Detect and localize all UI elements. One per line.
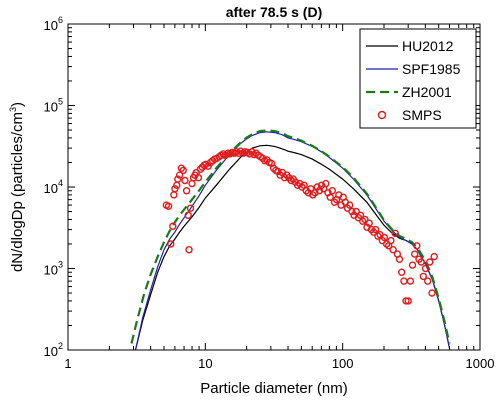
smps-point — [174, 175, 182, 183]
smps-point — [167, 240, 175, 248]
smps-point — [326, 193, 334, 201]
y-tick-exponent: 3 — [58, 260, 63, 270]
smps-point — [361, 215, 369, 224]
smps-point — [182, 186, 191, 195]
x-tick-label: 1000 — [466, 356, 495, 371]
smps-point — [417, 258, 425, 266]
smps-point — [186, 204, 195, 212]
smps-point — [184, 211, 192, 220]
smps-point — [398, 268, 406, 276]
smps-point — [348, 207, 356, 216]
smps-point — [408, 261, 417, 269]
smps-point — [181, 176, 189, 185]
smps-point — [372, 225, 380, 234]
smps-point — [424, 277, 432, 285]
y-axis-title-close: ) — [9, 102, 26, 107]
y-tick-exponent: 4 — [58, 178, 63, 188]
smps-point — [322, 179, 330, 188]
smps-point — [430, 252, 438, 261]
smps-point — [404, 297, 412, 305]
zh2001-line — [130, 129, 451, 344]
smps-point — [391, 229, 399, 238]
smps-point — [306, 185, 315, 193]
legend: HU2012 SPF1985 ZH2001 SMPS — [359, 28, 477, 129]
smps-point — [352, 207, 360, 216]
x-tick-label: 10 — [198, 356, 212, 371]
smps-point — [194, 173, 203, 182]
y-tick-label: 103 — [44, 260, 63, 278]
smps-point — [230, 149, 239, 157]
smps-point — [387, 236, 395, 245]
smps-point — [164, 202, 173, 211]
y-tick-base: 10 — [44, 100, 58, 115]
smps-point — [411, 250, 419, 258]
smps-point — [428, 289, 436, 297]
chart-title: after 78.5 s (D) — [226, 4, 322, 20]
y-tick-base: 10 — [44, 181, 58, 196]
smps-point — [234, 149, 243, 157]
smps-point — [179, 166, 187, 175]
y-tick-exponent: 5 — [58, 97, 63, 107]
smps-point — [421, 264, 430, 273]
smps-point — [402, 297, 410, 305]
y-tick-base: 10 — [44, 18, 58, 33]
smps-point — [413, 242, 421, 250]
plot-frame — [67, 23, 481, 351]
hu2012-legend-label: HU2012 — [402, 38, 454, 54]
smps-point — [389, 245, 397, 254]
y-tick-label: 106 — [44, 15, 63, 33]
y-tick-label: 105 — [44, 97, 63, 115]
smps-point — [169, 222, 177, 230]
x-axis-title: Particle diameter (nm) — [200, 380, 348, 397]
smps-point — [426, 258, 434, 266]
smps-point — [395, 255, 404, 263]
smps-point — [175, 171, 184, 179]
smps-point — [419, 272, 427, 281]
smps-point — [328, 186, 336, 195]
spf1985-line — [134, 131, 451, 350]
smps-point — [406, 277, 415, 285]
smps-point — [365, 219, 373, 227]
smps-point — [309, 191, 317, 199]
y-tick-base: 10 — [44, 263, 58, 278]
zh2001-legend-label: ZH2001 — [402, 84, 452, 100]
x-tick-label: 100 — [332, 356, 354, 371]
y-tick-label: 102 — [44, 341, 63, 359]
y-axis-title: dN/dlogDp (particles/cm3) — [8, 102, 26, 272]
smps-point — [346, 201, 354, 209]
y-tick-label: 104 — [44, 178, 63, 196]
smps-legend-marker — [377, 110, 387, 120]
y-tick-exponent: 2 — [58, 341, 63, 351]
smps-point — [380, 233, 389, 242]
y-tick-base: 10 — [44, 344, 58, 359]
smps-point — [313, 183, 321, 191]
y-tick-exponent: 6 — [58, 15, 63, 25]
y-axis-title-main: dN/dlogDp (particles/cm — [9, 112, 26, 272]
x-tick-label: 1 — [64, 356, 71, 371]
smps-point — [185, 245, 193, 254]
series-layer — [130, 129, 451, 350]
spf1985-legend-label: SPF1985 — [402, 61, 461, 77]
smps-legend-label: SMPS — [402, 107, 442, 123]
smps-point — [196, 165, 205, 174]
y-axis-title-sup: 3 — [8, 107, 18, 112]
